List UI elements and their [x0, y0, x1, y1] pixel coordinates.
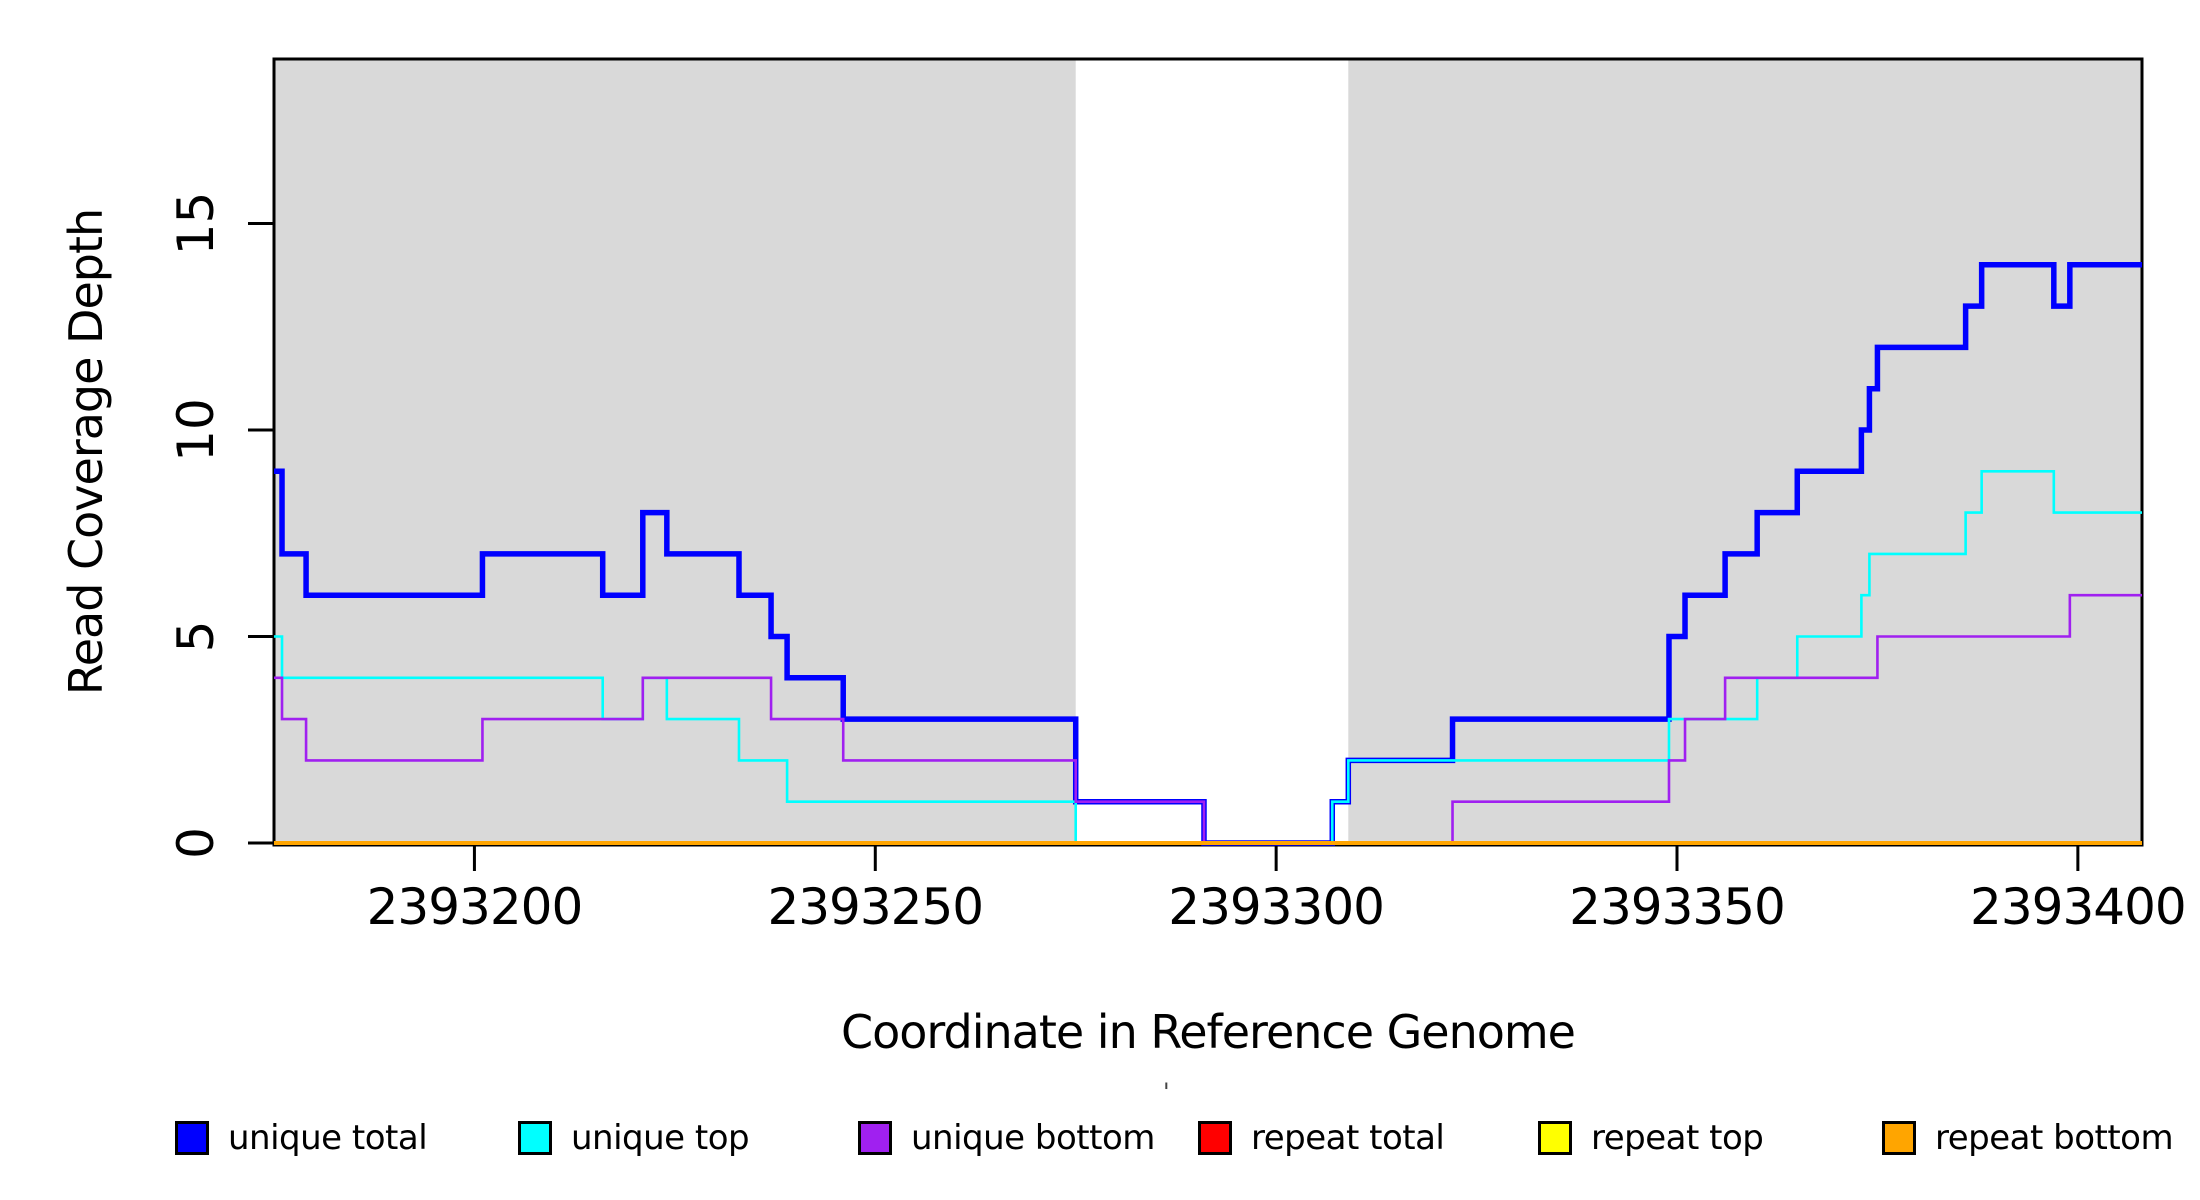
- legend-swatch-unique-top: [518, 1121, 552, 1155]
- x-tick-label: 2393300: [1168, 878, 1384, 936]
- legend-entry-unique-total: unique total: [175, 1118, 428, 1158]
- x-tick-label: 2393200: [367, 878, 583, 936]
- legend-swatch-unique-bottom: [858, 1121, 892, 1155]
- legend-label: repeat top: [1591, 1118, 1764, 1158]
- legend-entry-repeat-bottom: repeat bottom: [1882, 1118, 2174, 1158]
- legend-label: repeat total: [1251, 1118, 1445, 1158]
- unique-region-right: [1348, 59, 2142, 845]
- legend-label: unique top: [571, 1118, 750, 1158]
- legend-entry-repeat-top: repeat top: [1538, 1118, 1764, 1158]
- y-tick-label: 15: [167, 192, 225, 256]
- y-tick-label: 10: [167, 398, 225, 462]
- legend-swatch-repeat-total: [1198, 1121, 1232, 1155]
- legend-swatch-repeat-top: [1538, 1121, 1572, 1155]
- legend-swatch-repeat-bottom: [1882, 1121, 1916, 1155]
- legend-entry-unique-bottom: unique bottom: [858, 1118, 1155, 1158]
- legend-entry-repeat-total: repeat total: [1198, 1118, 1445, 1158]
- series-unique-bottom: [274, 593, 2142, 845]
- y-tick-label: 5: [167, 621, 225, 653]
- x-tick-label: 2393350: [1569, 878, 1785, 936]
- y-axis-title: Read Coverage Depth: [59, 208, 113, 696]
- stray-mark: ': [1163, 1078, 1170, 1106]
- legend-entry-unique-top: unique top: [518, 1118, 750, 1158]
- legend-label: repeat bottom: [1935, 1118, 2174, 1158]
- legend-swatch-unique-total: [175, 1121, 209, 1155]
- legend: unique total unique top unique bottom repea…: [0, 1118, 2200, 1158]
- x-axis-title: Coordinate in Reference Genome: [841, 1005, 1576, 1059]
- legend-label: unique bottom: [911, 1118, 1155, 1158]
- unique-region-left: [274, 59, 1076, 845]
- x-tick-label: 2393400: [1970, 878, 2186, 936]
- legend-label: unique total: [228, 1118, 428, 1158]
- y-tick-label: 0: [167, 827, 225, 859]
- x-tick-label: 2393250: [767, 878, 983, 936]
